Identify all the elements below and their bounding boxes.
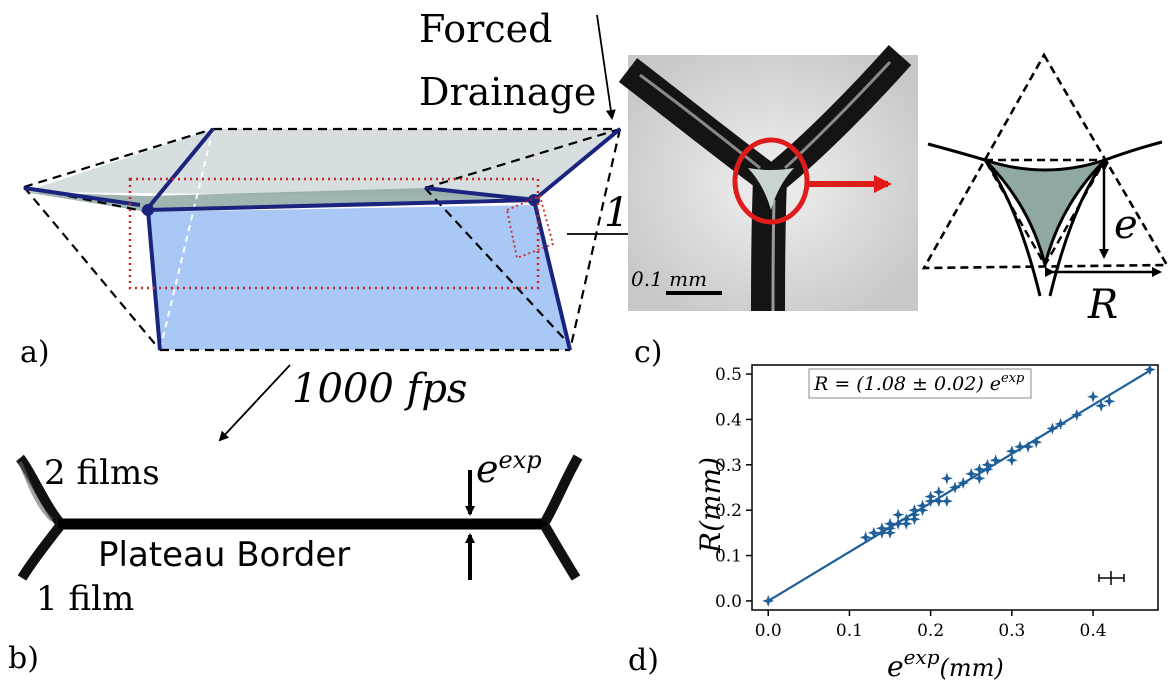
front-film-face	[148, 205, 570, 350]
data-point	[884, 522, 896, 535]
data-point	[973, 463, 986, 476]
y-tick-label: 0.4	[715, 410, 742, 430]
x-tick-label: 0.2	[917, 621, 944, 641]
chart-marks	[762, 363, 1156, 607]
data-point	[1087, 390, 1099, 403]
panel-b-label: b)	[8, 641, 39, 676]
film-curve-left	[927, 142, 1042, 297]
y-axis-label: R(mm)	[694, 457, 727, 554]
r-symbol: R	[1087, 282, 1118, 328]
vertex-left	[142, 204, 154, 216]
x-axis-label: eexp(mm)	[887, 645, 1004, 683]
data-point	[1143, 363, 1156, 376]
zoom-detail-box	[505, 194, 555, 260]
panel-a-label: a)	[20, 335, 50, 370]
panel-c-label: c)	[634, 335, 663, 370]
data-point	[1095, 399, 1108, 412]
forced-label: Forced	[419, 7, 552, 51]
x-tick-label: 0.3	[998, 621, 1025, 641]
pb-branch-left	[618, 58, 777, 191]
panel-c: 0.1 mm e R c)	[618, 45, 1170, 370]
data-point	[1014, 440, 1026, 453]
data-point	[900, 517, 913, 530]
camera-image-background	[20, 455, 580, 580]
data-point	[940, 472, 953, 485]
data-point	[924, 490, 937, 503]
fps-fast-label: 1000 fps	[292, 366, 467, 412]
fit-line	[767, 369, 1151, 602]
dashed-edges	[23, 127, 622, 352]
pb-schematic: e R	[921, 52, 1170, 328]
drainage-label: Drainage	[419, 70, 596, 114]
y-tick-label: 0.3	[715, 456, 742, 476]
left-branch-upper	[15, 454, 64, 527]
pb-node	[748, 168, 794, 210]
data-point	[916, 504, 929, 517]
right-branch-upper	[540, 454, 583, 525]
pb-cross-section	[983, 158, 1107, 266]
left-branch-lower	[17, 522, 64, 581]
data-point	[932, 486, 945, 498]
data-point	[875, 526, 888, 539]
data-point	[965, 467, 978, 480]
chart-axes: 0.0 0.1 0.2 0.3 0.4 0.0 0.1 0.2 0.3 0.4 0.5	[715, 365, 1107, 641]
hidden-edge	[159, 128, 214, 351]
node-highlight-circle	[732, 137, 810, 225]
data-point	[1022, 440, 1035, 453]
data-point	[762, 594, 775, 607]
x-tick-label: 0.1	[836, 621, 863, 641]
film-curve-right	[1048, 140, 1163, 297]
one-film-label: 1 film	[36, 579, 134, 619]
y-tick-label: 0.2	[715, 501, 742, 521]
plateau-border-frame	[23, 127, 622, 351]
data-point	[981, 458, 994, 471]
data-point	[908, 513, 921, 526]
thickness-symbol: eexp	[476, 446, 542, 491]
data-point	[973, 472, 986, 485]
fit-equation: R = (1.08 ± 0.02) eexp	[813, 371, 1025, 395]
panel-b: 2 films 1 film Plateau Border eexp b)	[8, 446, 583, 676]
data-point	[859, 531, 872, 544]
data-point	[949, 481, 961, 494]
scale-bar-label: 0.1 mm	[631, 267, 707, 291]
panel-a: Forced Drainage 10 fps 1000 fps a)	[20, 7, 729, 442]
x-tick-label: 0.0	[755, 621, 782, 641]
y-tick-label: 0.5	[715, 365, 742, 385]
data-point	[892, 517, 905, 530]
data-point	[892, 508, 905, 521]
data-point	[1070, 408, 1083, 421]
pb-highlight-left	[639, 73, 761, 170]
data-point	[989, 454, 1002, 467]
back-film-face	[24, 129, 620, 197]
zoom-region-box	[128, 177, 540, 290]
data-point	[957, 477, 970, 489]
data-point	[1005, 454, 1018, 467]
fast-camera-arrow	[218, 364, 291, 442]
data-point	[932, 495, 945, 508]
data-point	[1046, 422, 1059, 435]
y-tick-label: 0.0	[715, 592, 742, 612]
data-point	[1030, 436, 1043, 449]
error-bar	[1098, 571, 1125, 585]
fit-box	[808, 368, 1032, 399]
two-films-label: 2 films	[44, 453, 160, 493]
panel-d-label: d)	[628, 643, 659, 678]
data-point	[1103, 395, 1116, 408]
data-point	[940, 495, 953, 508]
drainage-arrow	[596, 14, 616, 120]
data-point	[1054, 418, 1067, 430]
x-tick-label: 0.4	[1080, 621, 1107, 641]
y-tick-label: 0.1	[715, 547, 742, 567]
left-branch-shadow	[18, 461, 54, 522]
pb-highlight-down	[771, 199, 776, 312]
pb-highlight-right	[783, 60, 892, 170]
panel-d: 0.0 0.1 0.2 0.3 0.4 0.0 0.1 0.2 0.3 0.4 0.5 R = (1…	[628, 363, 1159, 683]
right-branch-lower	[540, 523, 581, 581]
plateau-border-label: Plateau Border	[98, 535, 350, 575]
data-point	[1005, 445, 1018, 458]
data-point	[867, 526, 880, 539]
e-symbol: e	[1114, 202, 1138, 248]
